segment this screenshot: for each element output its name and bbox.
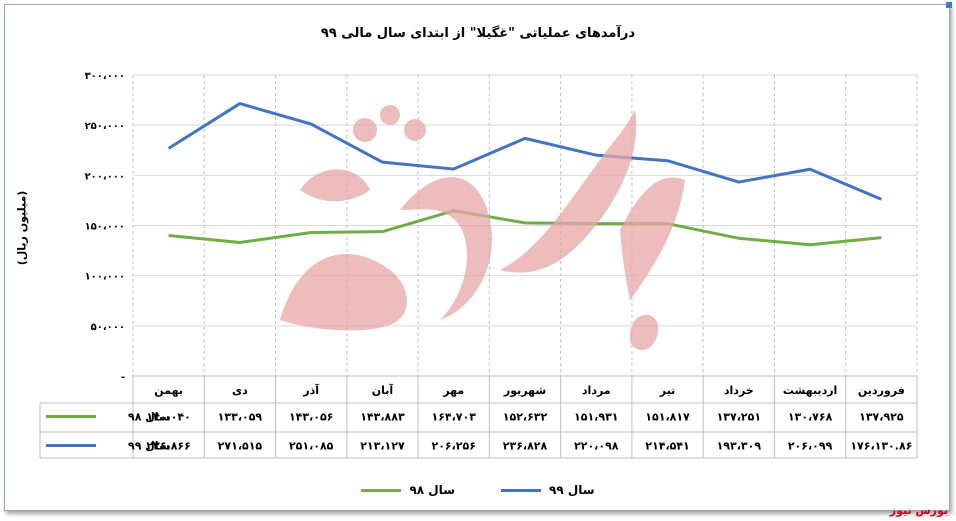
legend-label-98: سال ۹۸ — [409, 483, 455, 497]
x-category-label: بهمن — [154, 384, 183, 397]
table-cell-value: ۱۵۲،۶۳۲ — [503, 411, 548, 424]
legend-label-99: سال ۹۹ — [549, 483, 595, 497]
table-cell-value: ۲۵۱،۰۸۵ — [289, 440, 334, 453]
table-cell-value: ۲۲۰،۰۹۸ — [574, 440, 619, 453]
table-cell-value: ۱۳۷،۲۵۱ — [717, 411, 761, 424]
x-category-label: اردیبهشت — [783, 384, 837, 397]
table-cell-value: ۲۱۴،۵۴۱ — [645, 440, 689, 453]
brand-logo-text: بورس نیوز — [889, 504, 948, 517]
legend-item-98: سال ۹۸ — [361, 483, 455, 497]
legend-swatch-98 — [361, 488, 402, 492]
y-tick-label: ۲۰۰،۰۰۰ — [85, 171, 125, 182]
table-series-name: سال ۹۹ — [128, 440, 170, 453]
x-category-label: فروردین — [858, 384, 905, 397]
x-category-label: شهریور — [503, 384, 546, 397]
table-cell-value: ۱۴۰،۰۴۰ — [146, 411, 190, 424]
y-tick-label: ۱۰۰،۰۰۰ — [85, 272, 125, 283]
legend-swatch-99 — [501, 488, 541, 492]
y-tick-label: ۲۵۰،۰۰۰ — [85, 121, 125, 132]
table-cell-value: ۲۲۶،۸۶۶ — [146, 440, 190, 453]
x-category-label: دی — [232, 384, 248, 397]
chart-legend: سال ۹۸ سال ۹۹ — [0, 483, 956, 497]
x-category-label: آبان — [372, 383, 394, 397]
table-cell-value: ۲۰۶،۰۹۹ — [788, 440, 833, 453]
y-tick-label: ۱۵۰،۰۰۰ — [85, 222, 125, 233]
chart-title: درآمدهای عملیاتی "غگیلا" از ابتدای سال م… — [320, 26, 636, 41]
x-category-label: خرداد — [724, 384, 754, 397]
table-cell-value: ۱۴۳،۸۸۳ — [360, 411, 405, 424]
table-cell-value: ۱۴۳،۰۵۶ — [289, 411, 333, 424]
y-tick-label: ۵۰،۰۰۰ — [91, 322, 125, 333]
table-cell-value: ۱۵۱،۸۱۷ — [645, 411, 690, 424]
y-tick-label: - — [121, 372, 125, 383]
table-cell-value: ۱۹۳،۳۰۹ — [717, 440, 762, 453]
table-cell-value: ۱۳۳،۰۵۹ — [218, 411, 263, 424]
table-cell-value: ۱۵۱،۹۳۱ — [574, 411, 618, 424]
table-cell-value: ۲۷۱،۵۱۵ — [218, 440, 263, 453]
table-cell-value: ۲۳۶،۸۲۸ — [503, 440, 548, 453]
table-cell-value: ۱۶۴،۷۰۳ — [431, 411, 476, 424]
x-category-label: مهر — [442, 384, 464, 397]
table-cell-value: ۲۱۳،۱۲۷ — [360, 440, 405, 453]
x-category-label: تیر — [659, 384, 675, 397]
table-cell-value: ۱۷۶،۱۳۰.۸۶ — [850, 440, 912, 453]
table-cell-value: ۱۳۰،۷۶۸ — [788, 411, 833, 424]
table-cell-value: ۱۳۷،۹۲۵ — [859, 411, 904, 424]
x-category-label: آذر — [302, 383, 319, 397]
y-tick-label: ۳۰۰،۰۰۰ — [85, 71, 125, 82]
legend-item-99: سال ۹۹ — [501, 483, 595, 497]
x-category-label: مرداد — [582, 384, 611, 397]
table-cell-value: ۲۰۶،۲۵۶ — [431, 440, 475, 453]
frame-corner-marker — [946, 2, 952, 8]
table-series-name: سال ۹۸ — [128, 411, 170, 424]
